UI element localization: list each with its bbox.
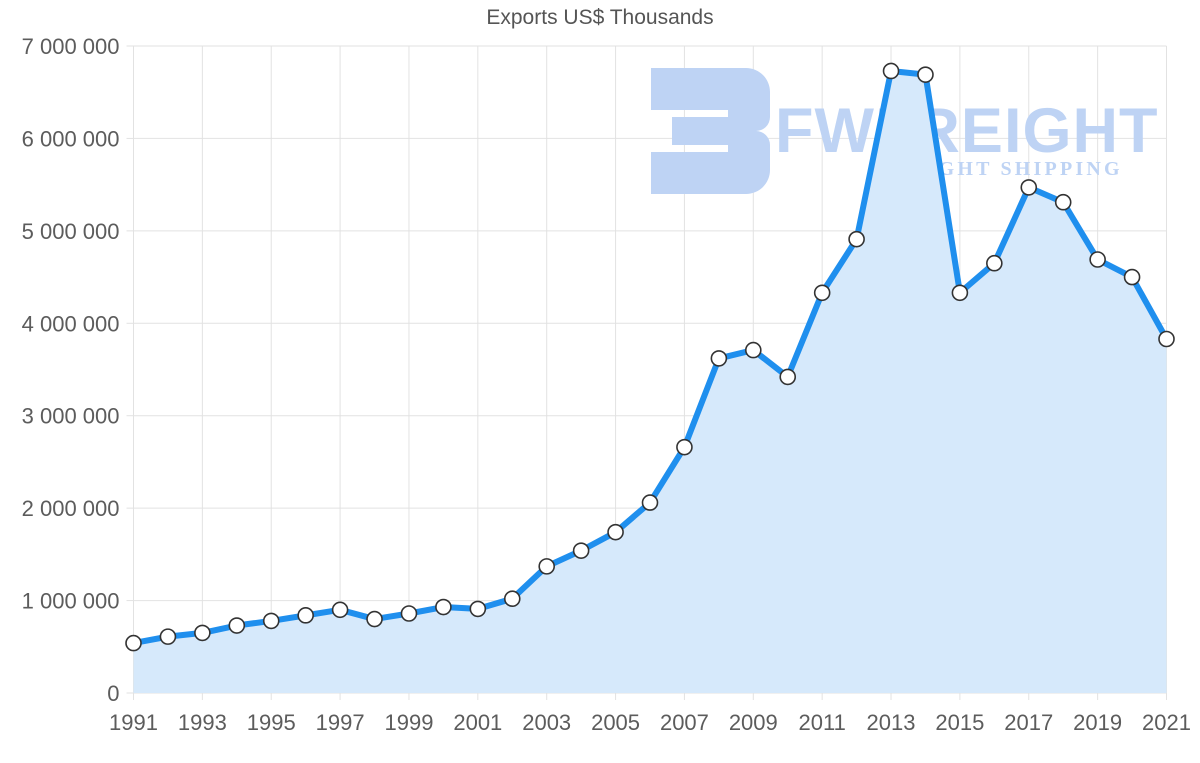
y-axis-tick-label: 3 000 000 — [22, 404, 120, 429]
y-axis-ticks: 0 1 000 000 2 000 000 3 000 000 4 000 000 5 0… — [22, 34, 120, 706]
area-fill — [133, 70, 1167, 693]
data-point-marker[interactable] — [848, 230, 865, 248]
data-point-marker[interactable] — [1020, 179, 1038, 196]
data-point-marker[interactable] — [917, 66, 934, 83]
data-point-marker[interactable] — [641, 494, 659, 511]
data-point-marker[interactable] — [297, 607, 314, 624]
fwfreight-logo-icon — [651, 68, 770, 194]
chart-title: Exports US$ Thousands — [486, 6, 714, 29]
x-axis-ticks: 1991 1993 1995 1997 1999 2001 2003 2005 2007 2009… — [109, 710, 1191, 735]
x-axis-tick-label: 2005 — [591, 710, 640, 735]
data-point-marker[interactable] — [951, 284, 969, 302]
data-point-marker[interactable] — [779, 368, 797, 386]
x-axis-tick-label: 1995 — [247, 710, 296, 735]
x-axis-tick-label: 2007 — [660, 710, 709, 735]
x-axis-tick-label: 2013 — [867, 710, 916, 735]
x-axis-tick-label: 2015 — [935, 710, 984, 735]
y-axis-tick-label: 5 000 000 — [22, 219, 120, 244]
data-point-marker[interactable] — [710, 350, 728, 367]
x-axis-tick-label: 1997 — [316, 710, 365, 735]
x-axis-tick-label: 2001 — [453, 710, 502, 735]
area-fill-path — [133, 70, 1167, 693]
data-point-marker[interactable] — [1158, 330, 1175, 348]
data-point-marker[interactable] — [1054, 193, 1072, 211]
data-point-marker[interactable] — [366, 610, 383, 628]
data-point-marker[interactable] — [1089, 251, 1106, 268]
x-axis-tick-label: 2021 — [1142, 710, 1191, 735]
data-point-marker[interactable] — [159, 628, 177, 645]
data-point-marker[interactable] — [228, 617, 246, 634]
x-axis-tick-label: 1993 — [178, 710, 227, 735]
data-point-marker[interactable] — [262, 612, 280, 630]
watermark-brand: FWFREIGHT — [775, 96, 1158, 166]
data-point-marker[interactable] — [435, 598, 452, 616]
y-axis-tick-label: 6 000 000 — [22, 126, 120, 151]
data-point-marker[interactable] — [572, 542, 590, 559]
data-point-marker[interactable] — [1123, 268, 1141, 286]
data-point-marker[interactable] — [400, 605, 418, 622]
y-axis-tick-label: 1 000 000 — [22, 589, 120, 614]
data-point-marker[interactable] — [125, 634, 142, 652]
x-axis-tick-label: 1991 — [109, 710, 158, 735]
x-axis-tick-label: 2011 — [799, 710, 846, 735]
data-point-marker[interactable] — [882, 62, 900, 80]
x-axis-tick-label: 2019 — [1073, 710, 1122, 735]
data-point-marker[interactable] — [744, 341, 762, 359]
y-axis-tick-label: 7 000 000 — [22, 34, 120, 59]
data-point-marker[interactable] — [503, 590, 521, 608]
x-axis-tick-label: 1999 — [384, 710, 433, 735]
x-axis-tick-label: 2017 — [1004, 710, 1053, 735]
data-point-marker[interactable] — [607, 523, 624, 541]
data-point-marker[interactable] — [676, 438, 693, 456]
data-point-marker[interactable] — [538, 558, 556, 575]
data-point-marker[interactable] — [986, 254, 1003, 272]
x-axis-tick-label: 2009 — [729, 710, 778, 735]
data-point-marker[interactable] — [194, 624, 211, 642]
data-point-marker[interactable] — [331, 601, 349, 619]
data-markers — [125, 62, 1175, 652]
y-axis-tick-label: 0 — [107, 681, 119, 706]
data-point-marker[interactable] — [469, 600, 487, 618]
y-axis-tick-label: 2 000 000 — [22, 496, 120, 521]
data-point-marker[interactable] — [813, 284, 831, 302]
y-axis-tick-label: 4 000 000 — [22, 311, 120, 336]
x-axis-tick-label: 2003 — [522, 710, 571, 735]
